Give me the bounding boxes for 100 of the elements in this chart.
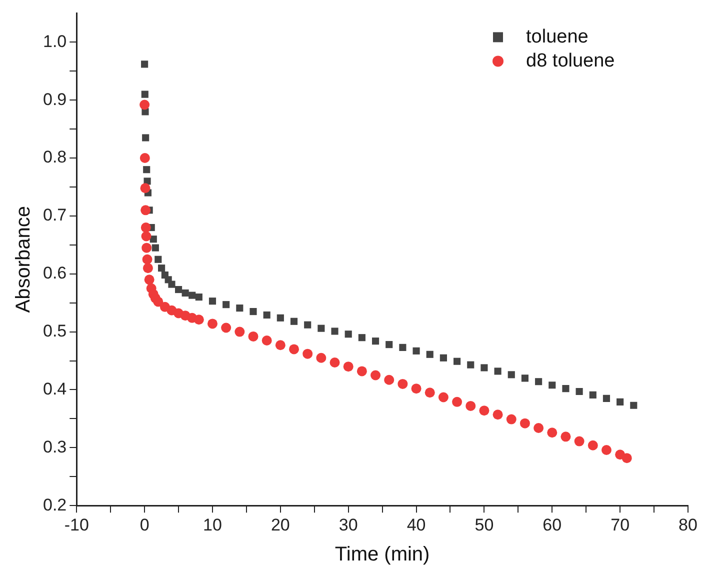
point <box>153 296 164 307</box>
point <box>330 358 340 368</box>
point <box>508 371 515 378</box>
point <box>574 436 584 446</box>
point <box>276 314 284 322</box>
point <box>316 352 326 363</box>
point <box>222 301 230 308</box>
x-tick-label: 30 <box>338 515 358 534</box>
x-tick-label: 80 <box>678 515 698 534</box>
point <box>248 331 258 342</box>
legend-label: d8 toluene <box>526 50 615 72</box>
y-tick-label: 0.4 <box>42 379 67 398</box>
point <box>562 385 570 392</box>
y-axis-title: Absorbance <box>12 206 35 313</box>
point <box>263 311 270 319</box>
x-tick-label: 20 <box>270 515 290 534</box>
point <box>140 183 150 194</box>
y-tick-label: 0.5 <box>42 322 67 340</box>
point <box>479 406 490 416</box>
x-tick-label: 60 <box>542 515 562 534</box>
point <box>399 344 406 351</box>
point <box>154 256 162 263</box>
point <box>221 322 232 333</box>
point <box>188 292 196 299</box>
point <box>480 364 488 372</box>
point <box>331 328 338 335</box>
point <box>302 348 313 359</box>
point <box>534 422 544 433</box>
point <box>356 366 367 376</box>
point <box>142 254 152 264</box>
point <box>589 391 596 398</box>
point <box>236 304 244 312</box>
point <box>467 361 474 368</box>
point <box>234 326 245 337</box>
point <box>506 414 516 424</box>
point <box>454 358 461 365</box>
point <box>140 100 150 110</box>
point <box>195 294 202 301</box>
point <box>576 388 583 396</box>
point <box>140 153 150 164</box>
y-tick-label: 0.3 <box>42 437 67 456</box>
point <box>158 264 166 272</box>
point <box>150 236 157 243</box>
point <box>344 330 352 338</box>
x-tick-label: 10 <box>203 515 222 534</box>
point <box>492 410 503 420</box>
point <box>424 388 435 398</box>
point <box>358 334 366 342</box>
point <box>370 370 381 380</box>
point <box>144 274 154 285</box>
point <box>411 384 422 394</box>
point <box>262 336 272 346</box>
x-axis-title: Time (min) <box>334 544 430 566</box>
point <box>548 382 556 389</box>
point <box>318 324 325 332</box>
point <box>140 222 151 233</box>
point <box>440 354 447 362</box>
y-tick-label: 1.0 <box>42 32 67 51</box>
point <box>616 398 624 406</box>
point <box>168 280 176 288</box>
point <box>630 402 638 409</box>
point <box>494 368 502 375</box>
point <box>182 289 189 297</box>
point <box>140 205 151 216</box>
y-tick-label: 0.6 <box>42 264 67 283</box>
point <box>438 392 448 402</box>
point <box>521 374 529 382</box>
point <box>547 428 558 438</box>
point <box>412 347 420 354</box>
y-tick-label: 0.7 <box>42 206 67 225</box>
point <box>466 400 476 411</box>
legend-label: toluene <box>526 26 588 48</box>
point <box>143 166 150 174</box>
point <box>343 362 354 372</box>
point <box>601 444 612 455</box>
point <box>398 378 408 389</box>
point <box>174 286 182 294</box>
point <box>386 341 393 348</box>
point <box>622 453 632 464</box>
point <box>289 344 300 354</box>
x-tick-label: 0 <box>140 515 150 534</box>
point <box>290 318 298 325</box>
point <box>384 374 394 385</box>
x-tick-label: 40 <box>406 515 426 534</box>
point <box>535 378 542 386</box>
point <box>602 394 610 402</box>
point <box>426 350 434 358</box>
point <box>142 134 150 142</box>
x-tick-label: -10 <box>64 515 89 534</box>
point <box>141 90 148 98</box>
x-tick-label: 50 <box>474 515 494 534</box>
point <box>452 396 462 407</box>
point <box>560 432 571 442</box>
y-tick-label: 0.8 <box>42 148 67 167</box>
point <box>142 242 152 253</box>
y-tick-label: 0.2 <box>42 495 67 514</box>
point <box>208 298 216 305</box>
point <box>207 318 218 329</box>
point <box>250 308 257 316</box>
point <box>275 340 286 350</box>
